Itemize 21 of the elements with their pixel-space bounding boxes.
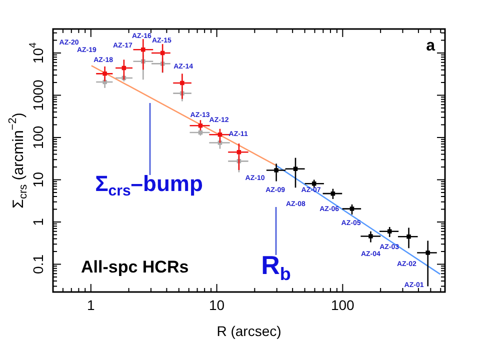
x-axis-title: R (arcsec): [216, 322, 282, 339]
y-tick-label: 1: [30, 218, 46, 226]
x-tick-label: 100: [330, 296, 355, 313]
point: [160, 50, 165, 56]
point: [236, 150, 242, 154]
y-tick-label: 10: [30, 172, 46, 188]
y-axis-title: Σcrs (arcmin−2): [7, 112, 30, 208]
point: [198, 123, 203, 128]
x-tick-label: 1: [87, 296, 95, 313]
point: [218, 132, 222, 137]
point: [102, 72, 107, 76]
annotation: a: [426, 37, 436, 54]
point: [122, 66, 126, 70]
y-tick-label: 1000: [30, 79, 46, 111]
x-tick-label: 10: [208, 296, 225, 313]
point: [180, 80, 184, 86]
point: [141, 48, 146, 52]
y-tick-label: 104: [28, 42, 46, 64]
y-tick-label: 100: [30, 126, 46, 150]
y-tick-label: 0.1: [30, 254, 46, 274]
annotation: All-spc HCRs: [81, 258, 189, 277]
